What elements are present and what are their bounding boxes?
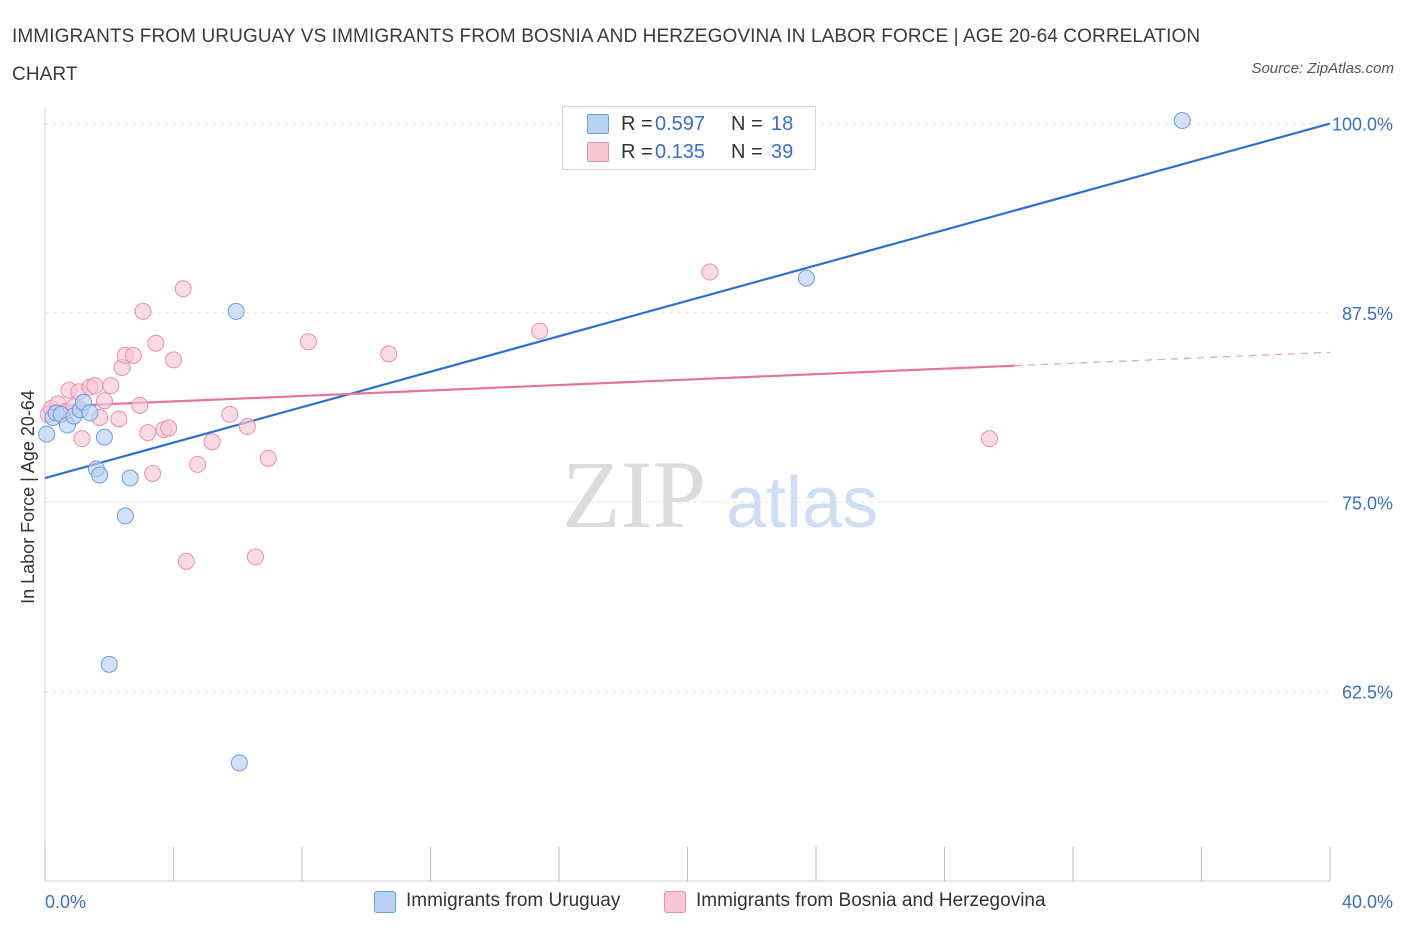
- point-bosnia: [139, 424, 157, 442]
- point-bosnia: [86, 377, 104, 395]
- x-tick-label: 0.0%: [45, 892, 86, 912]
- point-bosnia: [144, 465, 162, 483]
- watermark-atlas: atlas: [726, 463, 878, 543]
- point-bosnia: [124, 346, 142, 364]
- y-tick-label: 87.5%: [1342, 304, 1393, 324]
- watermark: ZIP atlas: [562, 441, 878, 548]
- trend-line-uruguay: [44, 122, 1331, 480]
- axes-layer: [44, 108, 1331, 882]
- legend-r-value: 0.135: [655, 141, 706, 163]
- y-tick-label: 100.0%: [1332, 115, 1393, 135]
- point-bosnia: [238, 418, 256, 436]
- legend-swatch-uruguay: [587, 114, 609, 134]
- point-bosnia: [73, 430, 91, 448]
- watermark-zip: ZIP: [562, 441, 706, 548]
- trend-line-dashed-bosnia: [1015, 351, 1331, 367]
- point-bosnia: [221, 405, 239, 423]
- legend-n-value: 18: [771, 113, 794, 135]
- point-bosnia: [177, 552, 195, 570]
- point-bosnia: [174, 280, 192, 298]
- point-uruguay: [1173, 112, 1191, 130]
- y-tick-label: 75.0%: [1342, 493, 1393, 513]
- legend-r-label: R =: [621, 141, 653, 163]
- point-bosnia: [299, 333, 317, 351]
- legend-n-label: N =: [731, 113, 763, 135]
- y-axis-label: In Labor Force | Age 20-64: [18, 390, 38, 604]
- point-bosnia: [134, 302, 152, 320]
- point-uruguay: [38, 425, 56, 443]
- legend-n-value: 39: [771, 141, 794, 163]
- labels-layer: 62.5% 75.0% 87.5% 100.0% 0.0% 40.0%: [45, 115, 1393, 912]
- bottom-legend-label-bosnia: Immigrants from Bosnia and Herzegovina: [696, 890, 1046, 911]
- point-bosnia: [246, 548, 264, 566]
- trend-layer: [44, 122, 1331, 480]
- legend-swatch-bosnia: [587, 142, 609, 162]
- correlation-legend: R = 0.597 N = 18 R = 0.135 N = 39: [562, 106, 816, 170]
- point-uruguay: [227, 302, 245, 320]
- point-uruguay: [797, 269, 815, 287]
- point-bosnia: [701, 263, 719, 281]
- legend-n-label: N =: [731, 141, 763, 163]
- point-uruguay: [95, 428, 113, 446]
- trend-line-bosnia: [44, 364, 1016, 408]
- point-bosnia: [980, 430, 998, 448]
- point-uruguay: [81, 404, 99, 422]
- point-uruguay: [100, 655, 118, 673]
- point-bosnia: [165, 351, 182, 369]
- point-bosnia: [189, 455, 207, 473]
- source-label: Source: ZipAtlas.com: [1251, 60, 1394, 77]
- point-bosnia: [95, 392, 113, 410]
- y-tick-label: 62.5%: [1342, 683, 1393, 703]
- point-uruguay: [230, 754, 248, 772]
- point-uruguay: [91, 466, 109, 484]
- point-bosnia: [110, 410, 128, 428]
- point-bosnia: [102, 377, 120, 395]
- point-bosnia: [380, 345, 398, 363]
- legend-r-label: R =: [621, 113, 653, 135]
- x-tick-label: 40.0%: [1342, 892, 1393, 912]
- grid-layer: [45, 123, 1330, 693]
- bottom-legend-swatch-uruguay: [374, 891, 396, 913]
- point-uruguay: [121, 469, 139, 487]
- points-layer: [38, 112, 1191, 772]
- chart-title: IMMIGRANTS FROM URUGUAY VS IMMIGRANTS FR…: [12, 26, 1201, 85]
- point-uruguay: [116, 507, 134, 525]
- bottom-legend-label-uruguay: Immigrants from Uruguay: [406, 890, 621, 911]
- point-bosnia: [160, 419, 178, 437]
- point-bosnia: [531, 322, 549, 340]
- bottom-legend-swatch-bosnia: [664, 891, 686, 913]
- point-bosnia: [259, 449, 277, 467]
- point-bosnia: [131, 396, 149, 414]
- point-bosnia: [203, 433, 221, 451]
- legend-r-value: 0.597: [655, 113, 706, 135]
- point-bosnia: [147, 334, 165, 352]
